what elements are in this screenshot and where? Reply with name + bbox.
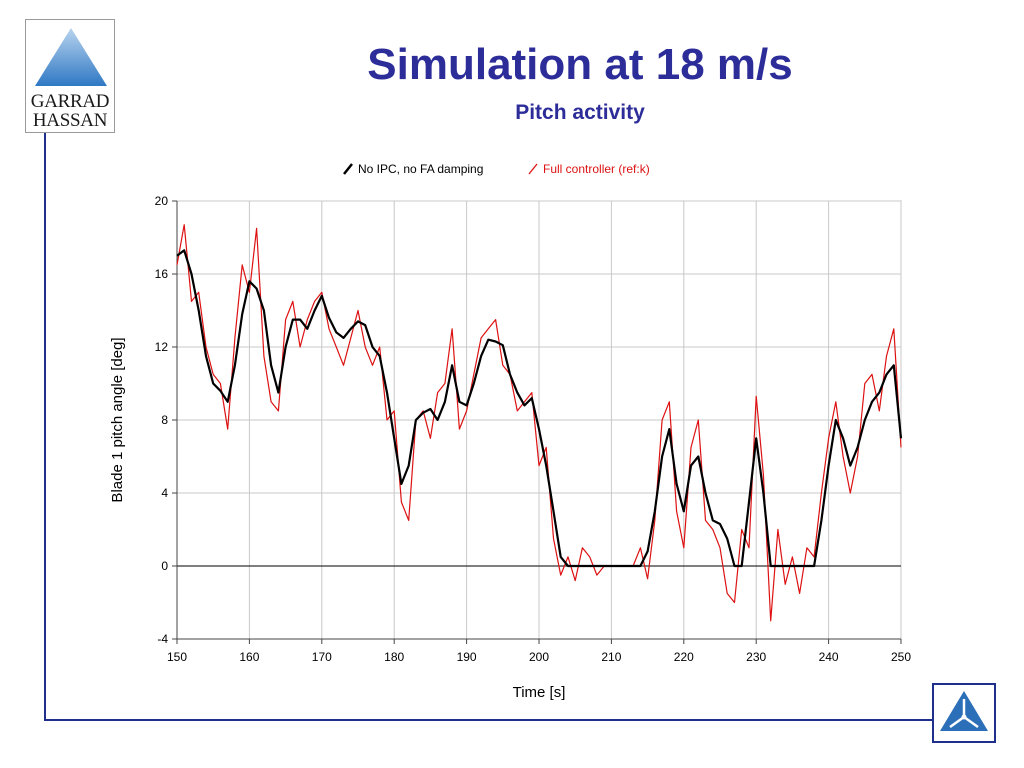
x-tick-label: 230: [746, 650, 766, 664]
legend-swatch: [528, 163, 538, 175]
y-axis-title: Blade 1 pitch angle [deg]: [109, 337, 126, 502]
page-subtitle: Pitch activity: [515, 101, 645, 124]
x-tick-label: 250: [891, 650, 911, 664]
legend-swatch: [343, 163, 353, 175]
x-tick-label: 180: [384, 650, 404, 664]
x-tick-label: 170: [312, 650, 332, 664]
y-tick-label: 8: [161, 413, 168, 427]
legend-label: Full controller (ref:k): [543, 162, 650, 176]
x-tick-label: 210: [601, 650, 621, 664]
frame-vertical-rule: [44, 133, 46, 721]
x-tick-label: 190: [457, 650, 477, 664]
x-tick-label: 150: [167, 650, 187, 664]
garrad-hassan-logo: GARRAD HASSAN: [25, 19, 115, 133]
triangle-logo-icon: [35, 28, 107, 86]
y-tick-label: 16: [155, 267, 169, 281]
legend-label: No IPC, no FA damping: [358, 162, 483, 176]
x-tick-label: 240: [819, 650, 839, 664]
y-tick-label: 12: [155, 340, 169, 354]
logo-line1: GARRAD: [30, 91, 110, 112]
series-line-full-controller: [176, 224, 902, 622]
turbine-logo-icon: [940, 691, 988, 731]
x-tick-label: 160: [239, 650, 259, 664]
y-tick-label: -4: [157, 632, 168, 646]
corner-logo: [932, 683, 996, 743]
y-tick-label: 20: [155, 194, 169, 208]
y-tick-label: 4: [161, 486, 168, 500]
x-tick-label: 220: [674, 650, 694, 664]
x-tick-label: 200: [529, 650, 549, 664]
series-line-no-ipc: [176, 249, 903, 568]
y-tick-label: 0: [161, 559, 168, 573]
logo-line2: HASSAN: [32, 110, 108, 131]
x-axis-title: Time [s]: [513, 684, 566, 701]
frame-horizontal-rule: [44, 719, 932, 721]
page-title: Simulation at 18 m/s: [367, 40, 793, 89]
